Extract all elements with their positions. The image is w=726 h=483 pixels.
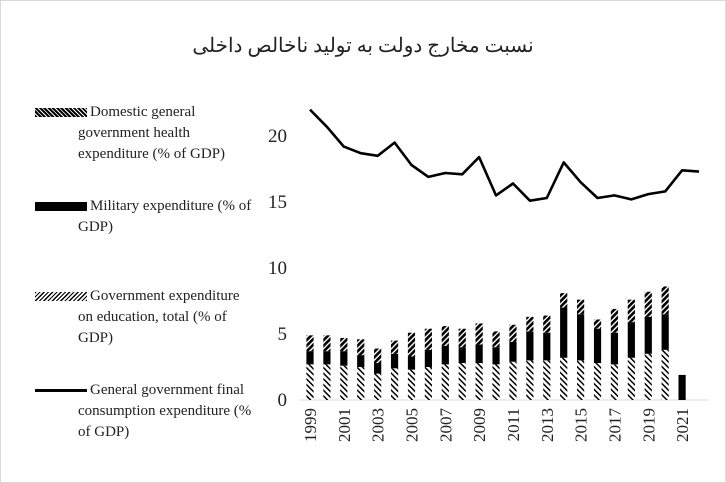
bar-segment — [458, 328, 466, 348]
bar-segment — [526, 360, 534, 400]
bar-segment — [577, 314, 585, 361]
bar-segment — [424, 328, 432, 350]
y-tick-label: 10 — [268, 258, 287, 279]
bar-segment — [610, 332, 619, 365]
legend-label: General government final consumption exp… — [78, 382, 252, 440]
bar-segment — [560, 307, 568, 358]
bar-segment — [627, 322, 635, 358]
bar-segment — [390, 368, 399, 400]
bar-segment — [593, 319, 602, 329]
y-tick-label: 5 — [278, 324, 288, 345]
bar-segment — [407, 332, 416, 357]
bar-segment — [323, 364, 331, 400]
bar-segment — [526, 316, 534, 332]
bar-segment — [424, 349, 432, 367]
bar-segment — [374, 363, 382, 374]
bar-segment — [543, 315, 551, 333]
bar-segment — [644, 353, 652, 400]
y-tick-label: 0 — [278, 390, 288, 411]
x-tick-label: 2001 — [335, 408, 354, 442]
bar-segment — [340, 365, 348, 400]
chart-title: نسبت مخارج دولت به تولید ناخالص داخلی — [192, 35, 533, 57]
bar-segment — [458, 363, 466, 400]
bar-segment — [492, 347, 500, 365]
bar-segment — [678, 374, 686, 400]
bar-segment — [390, 340, 399, 354]
legend-swatch — [35, 389, 87, 392]
x-tick-label: 2017 — [605, 408, 624, 443]
bar-segment — [441, 345, 449, 365]
legend-swatch — [35, 202, 87, 211]
bar-segment — [407, 356, 416, 370]
bar-segment — [475, 323, 483, 345]
legend-label: Government expenditure on education, tot… — [78, 288, 240, 346]
bar-segment — [577, 360, 585, 400]
bar-segment — [509, 324, 517, 342]
bar-segment — [543, 332, 551, 361]
bar-segment — [560, 357, 568, 400]
bar-segment — [526, 331, 534, 361]
x-tick-label: 2015 — [572, 408, 591, 442]
bar-segment — [661, 286, 669, 315]
bar-segment — [407, 369, 416, 400]
bar-segment — [627, 299, 635, 323]
bar-segment — [560, 293, 568, 308]
x-tick-label: 2021 — [673, 408, 692, 442]
y-tick-label: 15 — [268, 192, 287, 213]
bar-segment — [593, 363, 602, 400]
x-tick-label: 2011 — [504, 408, 523, 441]
bar-segment — [340, 351, 348, 366]
bar-segment — [475, 344, 483, 364]
x-tick-label: 1999 — [301, 408, 320, 442]
bar-segment — [424, 367, 432, 400]
legend-label: Domestic general government health expen… — [78, 104, 226, 162]
bar-segment — [306, 351, 314, 365]
bar-segment — [374, 373, 382, 400]
bar-segment — [543, 360, 551, 400]
bar-segment — [644, 291, 652, 317]
bar-segment — [340, 337, 348, 352]
y-tick-label: 20 — [268, 126, 287, 147]
bar-segment — [475, 363, 483, 400]
bar-segment — [323, 335, 331, 352]
bar-segment — [441, 364, 449, 400]
bar-segment — [593, 328, 602, 364]
bar-segment — [306, 335, 314, 352]
bar-segment — [357, 339, 365, 356]
legend-label: Military expenditure (% of GDP) — [78, 198, 252, 235]
bar-segment — [509, 361, 517, 400]
bar-segment — [323, 351, 331, 365]
bar-segment — [390, 353, 399, 369]
x-tick-label: 2005 — [402, 408, 421, 442]
bar-segment — [509, 341, 517, 362]
x-tick-label: 2003 — [369, 408, 388, 442]
x-tick-label: 2009 — [470, 408, 489, 442]
bar-segment — [458, 347, 466, 364]
bar-segment — [661, 349, 669, 400]
bar-segment — [306, 364, 314, 400]
bar-segment — [661, 314, 669, 350]
bar-segment — [357, 355, 365, 367]
bar-segment — [492, 331, 500, 348]
bar-segment — [610, 364, 619, 400]
legend-swatch — [35, 108, 87, 117]
bar-segment — [492, 364, 500, 400]
x-tick-label: 2013 — [538, 408, 557, 442]
bar-segment — [627, 357, 635, 400]
bar-segment — [644, 316, 652, 354]
bar-segment — [610, 308, 619, 333]
x-tick-label: 2007 — [436, 408, 455, 443]
bar-segment — [441, 326, 449, 346]
line-series — [309, 108, 700, 202]
bar-segment — [577, 299, 585, 315]
bar-segment — [357, 367, 365, 400]
legend-swatch — [35, 292, 87, 301]
x-tick-label: 2019 — [639, 408, 658, 442]
bar-segment — [374, 348, 382, 364]
